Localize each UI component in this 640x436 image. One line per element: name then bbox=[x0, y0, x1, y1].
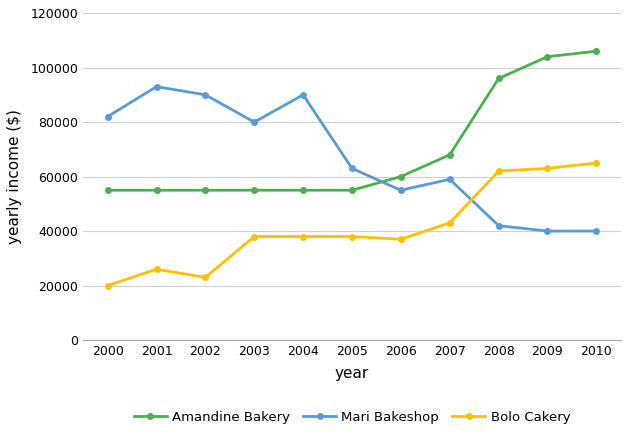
Bolo Cakery bbox=[397, 237, 404, 242]
Amandine Bakery bbox=[300, 187, 307, 193]
Bolo Cakery bbox=[593, 160, 600, 166]
Amandine Bakery bbox=[348, 187, 356, 193]
Amandine Bakery bbox=[593, 49, 600, 54]
Mari Bakeshop bbox=[446, 177, 454, 182]
Mari Bakeshop bbox=[348, 166, 356, 171]
Y-axis label: yearly income ($): yearly income ($) bbox=[7, 109, 22, 244]
Amandine Bakery bbox=[397, 174, 404, 179]
Mari Bakeshop bbox=[300, 92, 307, 98]
Bolo Cakery bbox=[202, 275, 209, 280]
Amandine Bakery bbox=[446, 152, 454, 157]
Bolo Cakery bbox=[543, 166, 551, 171]
Bolo Cakery bbox=[104, 283, 111, 288]
Legend: Amandine Bakery, Mari Bakeshop, Bolo Cakery: Amandine Bakery, Mari Bakeshop, Bolo Cak… bbox=[129, 405, 575, 429]
Amandine Bakery bbox=[202, 187, 209, 193]
Mari Bakeshop bbox=[104, 114, 111, 119]
Bolo Cakery bbox=[300, 234, 307, 239]
Amandine Bakery bbox=[250, 187, 258, 193]
Line: Mari Bakeshop: Mari Bakeshop bbox=[105, 84, 599, 234]
Amandine Bakery bbox=[543, 54, 551, 59]
Mari Bakeshop bbox=[543, 228, 551, 234]
Line: Amandine Bakery: Amandine Bakery bbox=[105, 48, 599, 193]
Amandine Bakery bbox=[495, 76, 502, 81]
Mari Bakeshop bbox=[202, 92, 209, 98]
Mari Bakeshop bbox=[250, 119, 258, 125]
Mari Bakeshop bbox=[397, 187, 404, 193]
Line: Bolo Cakery: Bolo Cakery bbox=[105, 160, 599, 288]
Amandine Bakery bbox=[153, 187, 161, 193]
Amandine Bakery bbox=[104, 187, 111, 193]
Mari Bakeshop bbox=[593, 228, 600, 234]
Bolo Cakery bbox=[250, 234, 258, 239]
Bolo Cakery bbox=[495, 169, 502, 174]
Bolo Cakery bbox=[348, 234, 356, 239]
Bolo Cakery bbox=[153, 267, 161, 272]
X-axis label: year: year bbox=[335, 366, 369, 381]
Mari Bakeshop bbox=[495, 223, 502, 228]
Bolo Cakery bbox=[446, 220, 454, 225]
Mari Bakeshop bbox=[153, 84, 161, 89]
